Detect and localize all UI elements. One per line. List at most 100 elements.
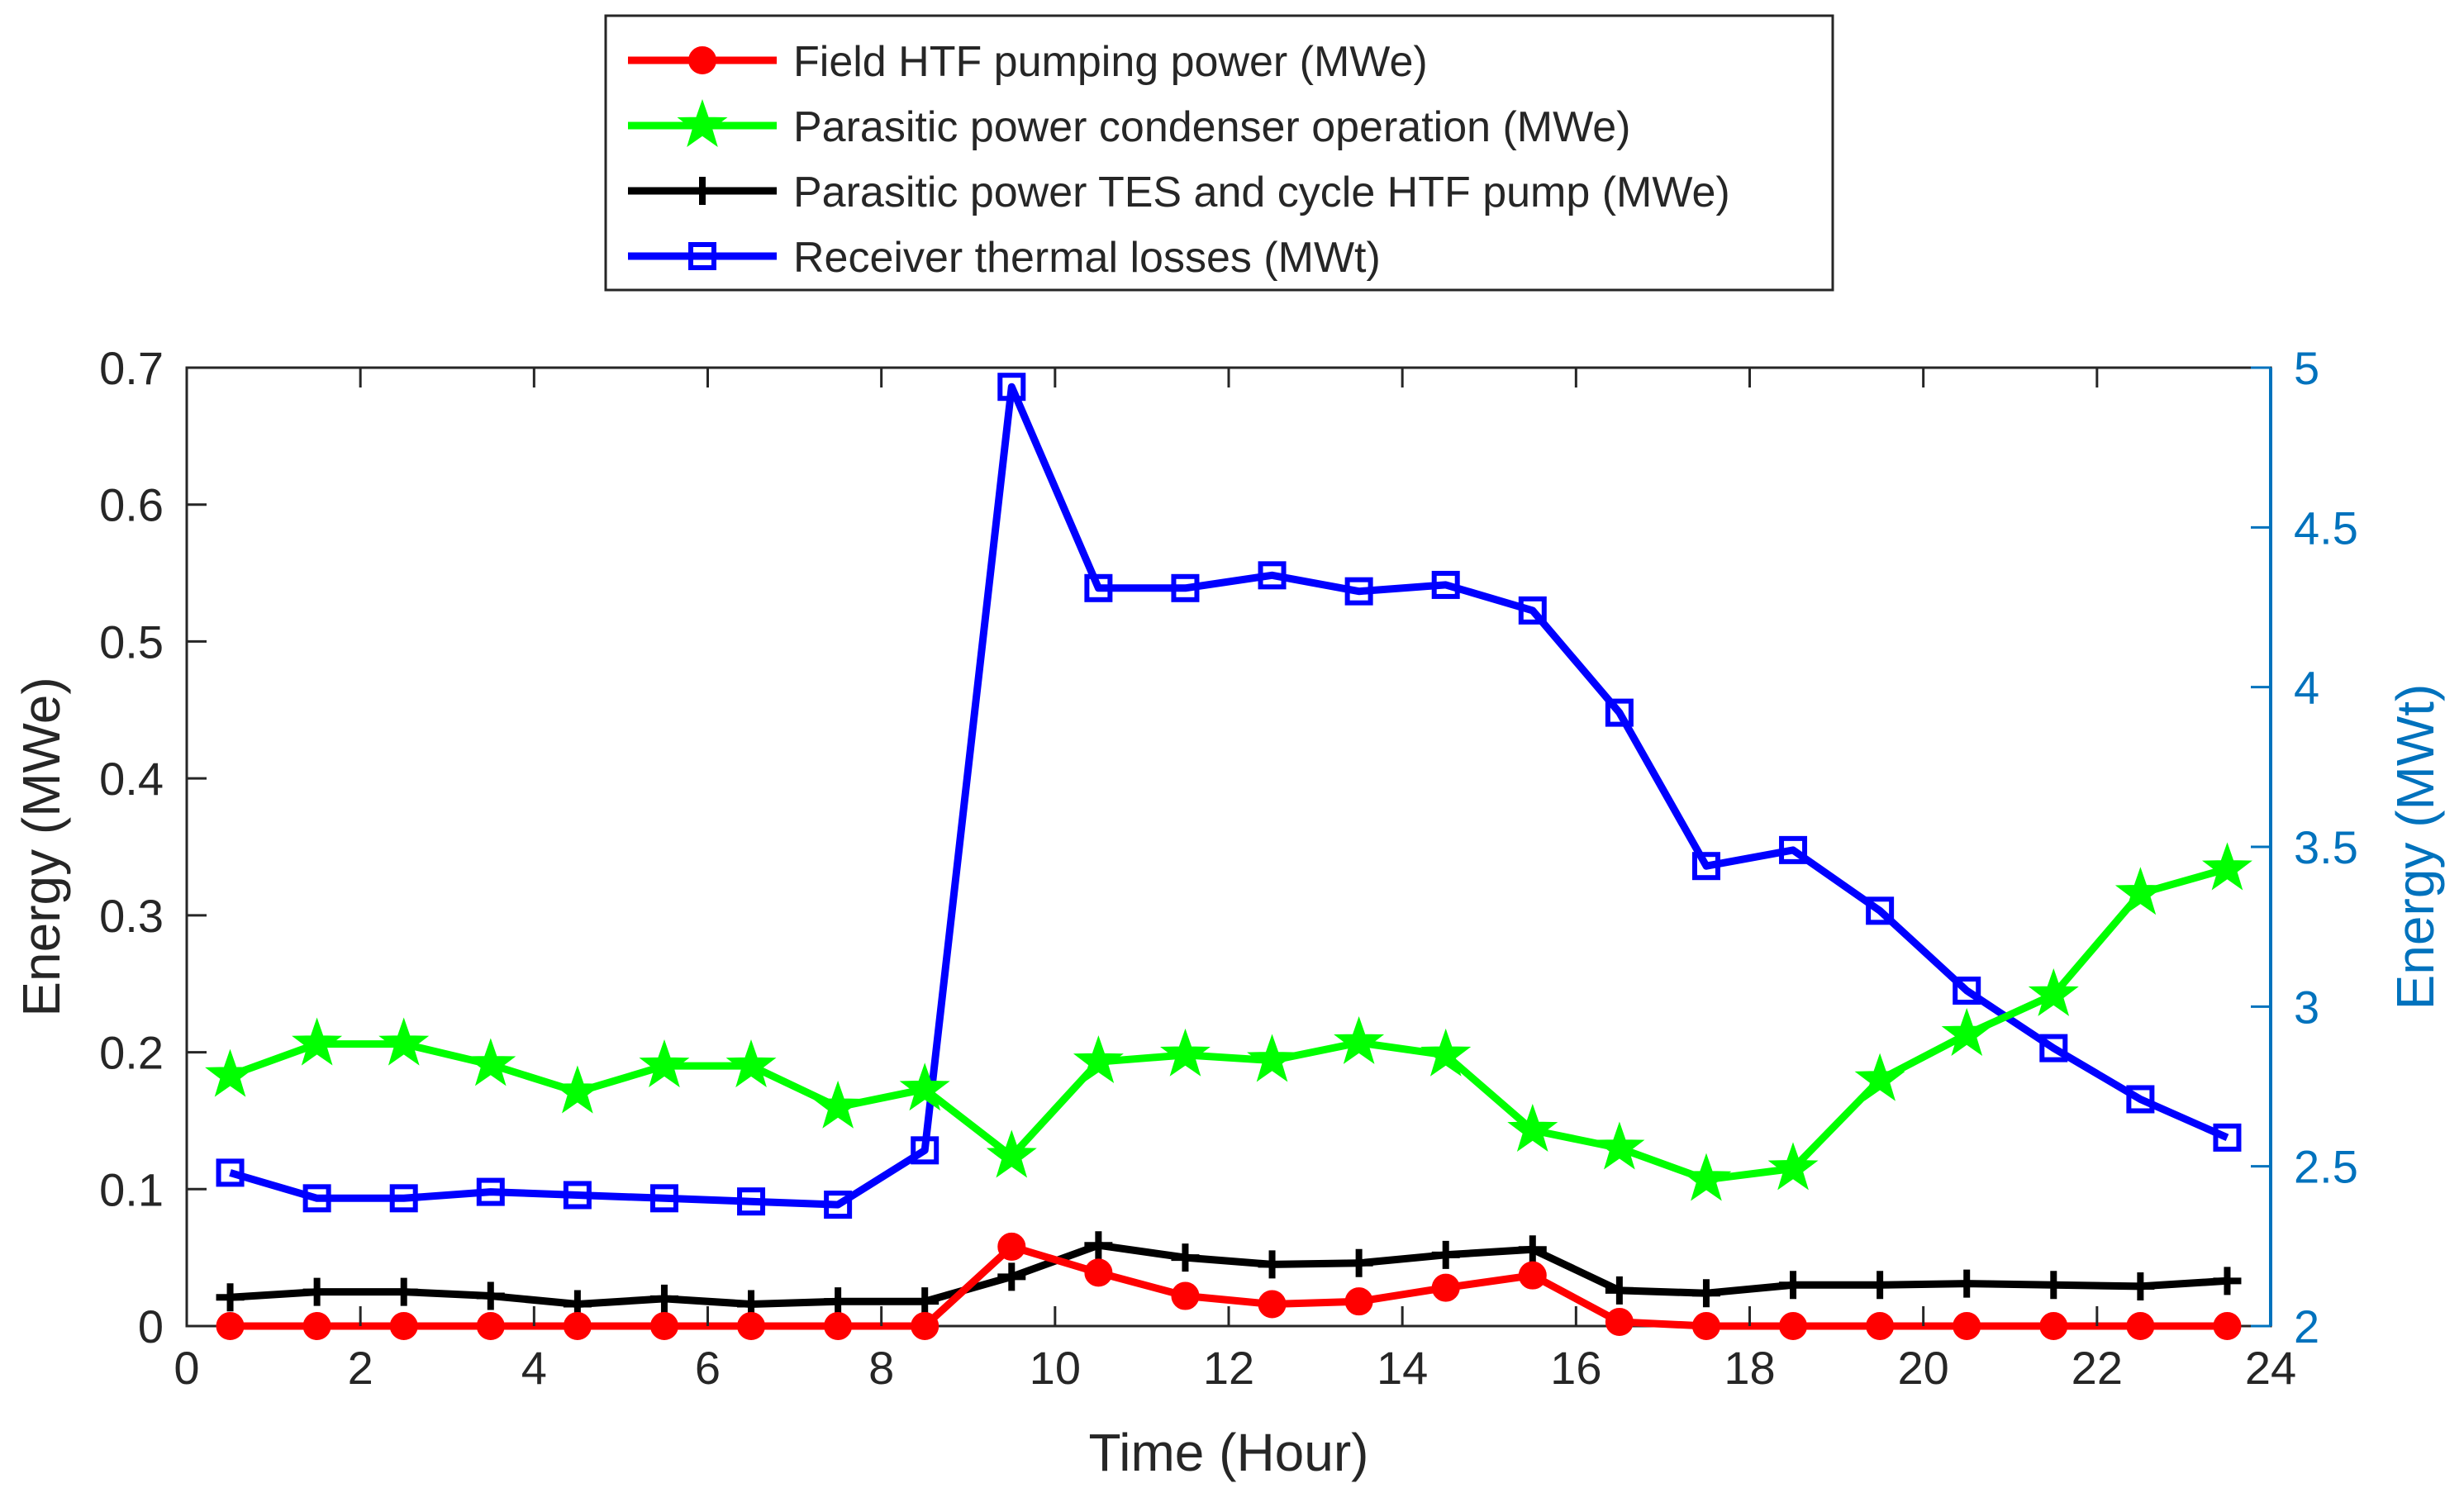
data-point [563, 1181, 592, 1210]
data-point [1779, 1312, 1808, 1340]
data-point [552, 1065, 603, 1114]
legend-item: Field HTF pumping power (MWe) [628, 38, 1428, 86]
data-point [302, 1312, 331, 1340]
y-axis-right-label: Energy (MWt) [2386, 684, 2445, 1010]
data-point [737, 1312, 766, 1340]
data-point [1247, 1034, 1297, 1082]
data-point [389, 1277, 418, 1306]
data-point [824, 1287, 853, 1316]
legend-marker [688, 177, 716, 205]
data-point [1507, 1103, 1558, 1152]
legend-marker [688, 242, 716, 270]
series-line [230, 1241, 2228, 1308]
series-line [229, 383, 2229, 1209]
data-point [911, 1312, 939, 1340]
data-point [1084, 1258, 1113, 1287]
data-point [216, 1312, 245, 1340]
y-left-tick-label: 0.4 [99, 753, 164, 805]
data-point [1605, 1276, 1634, 1305]
y-right-tick-label: 2 [2294, 1300, 2319, 1352]
data-point [1431, 570, 1460, 599]
data-point [465, 1038, 516, 1086]
data-point [1605, 1308, 1634, 1337]
y-left-tick-label: 0.2 [99, 1027, 164, 1079]
data-point [1681, 1153, 1732, 1201]
series-tes-pump [216, 1231, 2242, 1319]
data-point [476, 1177, 505, 1206]
y-left-tick-label: 0.3 [99, 890, 164, 942]
data-point [1258, 1250, 1287, 1279]
y-left-tick-label: 0.5 [99, 616, 164, 668]
data-point [389, 1184, 418, 1213]
y-right-tick-label: 4.5 [2294, 502, 2358, 554]
y-right-tick-label: 5 [2294, 342, 2319, 394]
y-left-tick-label: 0 [138, 1300, 164, 1352]
plot-area: 0 2 4 6 8 10 12 14 16 18 20 22 2400.10.20.30.40.50.6… [99, 342, 2358, 1394]
data-point [824, 1312, 853, 1340]
data-point [1518, 1261, 1547, 1290]
data-point [1084, 1231, 1113, 1260]
data-point [1953, 1312, 1981, 1340]
data-point [1258, 561, 1287, 590]
data-point [205, 1048, 256, 1097]
y-right-tick-label: 3 [2294, 981, 2319, 1033]
data-point [2126, 1085, 2155, 1114]
legend-marker [677, 98, 728, 147]
data-point [986, 1129, 1037, 1178]
data-point [997, 373, 1026, 402]
data-point [1171, 1243, 1200, 1272]
legend-label: Receiver thermal losses (MWt) [793, 234, 1381, 282]
data-point [1431, 1240, 1460, 1269]
data-point [476, 1281, 505, 1310]
data-point [302, 1184, 331, 1213]
y-right-tick-label: 2.5 [2294, 1141, 2358, 1193]
data-point [1779, 1271, 1808, 1300]
data-point [1953, 1269, 1981, 1298]
data-point [2202, 842, 2252, 891]
series-receiver [216, 373, 2242, 1219]
data-point [2039, 1034, 2068, 1063]
data-point [1073, 1035, 1124, 1084]
x-tick-label: 12 [1203, 1342, 1254, 1394]
data-point [1258, 1290, 1287, 1319]
data-point [1084, 573, 1113, 602]
data-point [563, 1312, 592, 1340]
data-point [1334, 1015, 1385, 1064]
data-point [639, 1039, 690, 1088]
series-line [228, 865, 2229, 1184]
legend-item: Parasitic power condenser operation (MWe… [628, 98, 1631, 151]
data-point [2213, 1267, 2242, 1295]
data-point [389, 1312, 418, 1340]
data-point [1605, 698, 1634, 727]
data-point [1518, 596, 1547, 625]
data-point [997, 1262, 1026, 1291]
data-point [2126, 1312, 2155, 1340]
legend: Field HTF pumping power (MWe) Parasitic p… [604, 14, 1834, 292]
data-point [1953, 977, 1981, 1005]
legend-label: Parasitic power TES and cycle HTF pump (… [793, 169, 1730, 216]
data-point [649, 1312, 678, 1340]
data-point [725, 1039, 777, 1088]
data-point [2114, 867, 2166, 915]
data-point [1866, 1312, 1895, 1340]
data-point [1691, 1312, 1720, 1340]
x-tick-label: 4 [521, 1342, 547, 1394]
data-point [2213, 1123, 2242, 1152]
x-tick-label: 20 [1898, 1342, 1949, 1394]
data-point [1171, 1281, 1200, 1310]
data-point [1866, 1271, 1895, 1300]
series-line [230, 1243, 2228, 1330]
x-tick-label: 22 [2072, 1342, 2123, 1394]
data-point [2028, 967, 2079, 1016]
data-point [1594, 1121, 1645, 1170]
data-point [1941, 1007, 1992, 1056]
y-left-tick-label: 0.7 [99, 342, 164, 394]
legend-label: Field HTF pumping power (MWe) [793, 38, 1428, 86]
data-point [997, 1232, 1026, 1261]
legend-label: Parasitic power condenser operation (MWe… [793, 103, 1631, 151]
data-point [1866, 896, 1895, 925]
x-axis-label: Time (Hour) [1089, 1423, 1369, 1482]
legend-item: Receiver thermal losses (MWt) [628, 234, 1381, 282]
legend-box [604, 14, 1834, 292]
